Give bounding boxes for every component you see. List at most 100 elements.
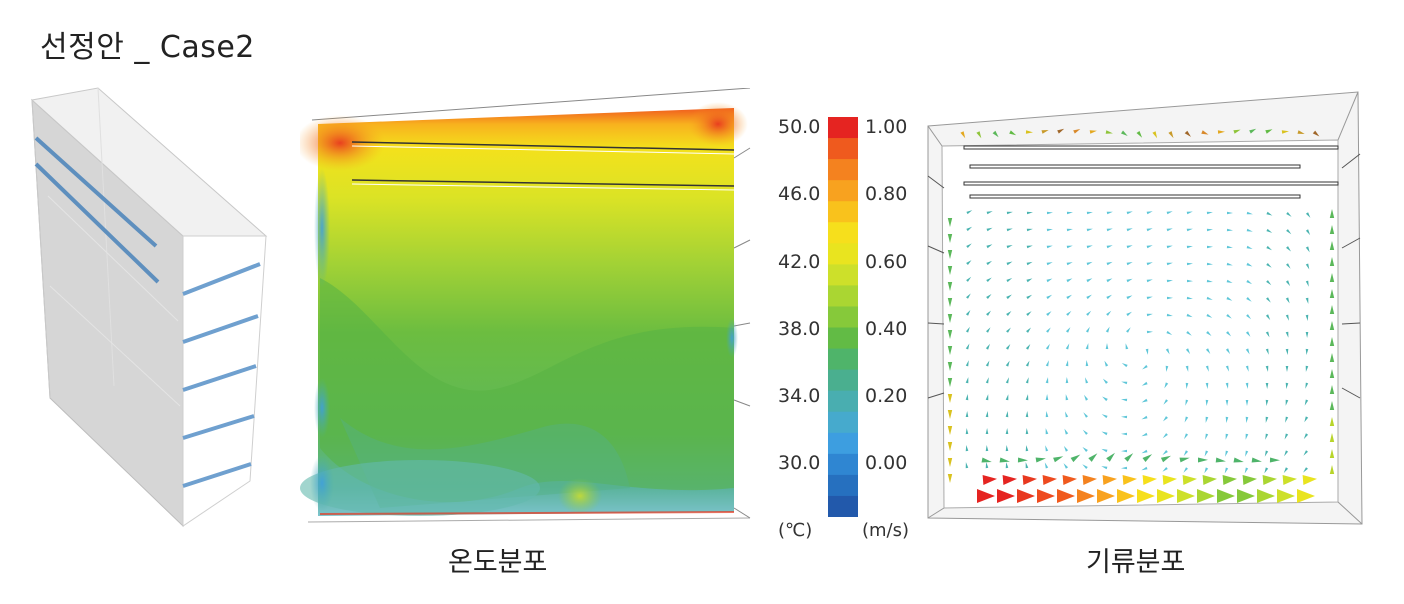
flow-vector (1026, 245, 1033, 249)
flow-vector (1297, 489, 1315, 503)
flow-vector (1215, 457, 1226, 463)
flow-vector (1245, 382, 1249, 389)
flow-vector (981, 457, 992, 463)
flow-vector (1106, 261, 1113, 266)
flow-vector (1207, 245, 1213, 249)
flow-vector (1304, 416, 1309, 423)
flow-vector (1197, 489, 1215, 503)
flow-vector (1265, 129, 1273, 134)
flow-vector (1102, 396, 1108, 402)
flow-vector (1006, 294, 1012, 300)
flow-vector (1225, 450, 1229, 457)
flow-vector (1146, 211, 1153, 215)
flow-vector (947, 314, 953, 323)
velocity-unit: (m/s) (862, 520, 910, 541)
flow-vector (1141, 415, 1148, 420)
flow-vector (947, 362, 953, 371)
flow-vector (965, 411, 969, 417)
flow-vector (1122, 475, 1137, 485)
legend-swatch (828, 327, 858, 350)
flow-vector (965, 428, 969, 435)
flow-vector (1162, 450, 1168, 455)
flow-vector (1283, 467, 1289, 473)
flow-vector (1146, 279, 1153, 283)
flow-vector (1121, 449, 1127, 453)
flow-vector (965, 445, 969, 452)
legend-swatch (828, 201, 858, 223)
flow-vector (1044, 462, 1049, 469)
flow-vector (985, 377, 989, 384)
flow-vector (1124, 453, 1134, 462)
flow-vector (1005, 411, 1009, 418)
flow-vector (1065, 327, 1071, 333)
flow-vector (1162, 467, 1168, 472)
legend-swatch (828, 180, 858, 202)
flow-vector (1045, 394, 1049, 400)
velocity-tick: 0.20 (865, 385, 908, 407)
flow-vector (1057, 489, 1075, 503)
legend-swatch (828, 495, 858, 517)
flow-vector (1066, 211, 1073, 215)
flow-vector (1167, 296, 1173, 300)
flow-vector (947, 282, 953, 291)
flow-vector (1006, 311, 1012, 316)
flow-vector (1101, 466, 1108, 470)
flow-vector (1205, 399, 1209, 406)
flow-vector (1329, 433, 1335, 442)
flow-vector (1225, 400, 1229, 406)
flow-vector (1186, 331, 1192, 336)
flow-vector (977, 489, 995, 503)
flow-vector (1206, 262, 1213, 266)
flow-vector (1205, 416, 1209, 423)
flow-vector (1226, 331, 1232, 337)
flow-vector (1329, 465, 1335, 474)
flow-vector (1206, 279, 1213, 283)
flow-vector (1046, 311, 1052, 316)
flow-vector (1065, 343, 1070, 350)
flow-vector (1262, 475, 1277, 485)
flow-vector (1057, 128, 1065, 134)
flow-vector (1242, 475, 1257, 485)
flow-vector (1265, 314, 1271, 321)
flow-vector (1182, 475, 1197, 485)
flow-vector (1064, 428, 1069, 435)
flow-vector (1225, 348, 1231, 355)
flow-vector (1269, 457, 1280, 463)
flow-vector (1026, 278, 1033, 283)
flow-vector (1226, 279, 1233, 283)
flow-vector (1045, 428, 1049, 435)
flow-vector (1121, 398, 1128, 402)
flow-vector (947, 234, 953, 243)
flow-vector (985, 411, 989, 418)
flow-vector (1286, 246, 1291, 252)
flow-vector (1329, 353, 1335, 362)
flow-vector (1025, 462, 1029, 469)
flow-vector (986, 227, 993, 232)
page-title: 선정안 _ Case2 (40, 30, 255, 65)
flow-vector (1329, 305, 1335, 314)
flow-vector (1206, 228, 1213, 232)
flow-vector (1136, 131, 1143, 138)
flow-vector (1065, 377, 1069, 384)
flow-vector (1166, 313, 1173, 317)
building-3d-model (28, 86, 273, 531)
flow-vector (1046, 245, 1053, 249)
flow-vector (1025, 377, 1029, 384)
flow-vector (1009, 130, 1017, 136)
flow-vector (1246, 211, 1253, 215)
flow-vector (1126, 311, 1132, 317)
flow-vector (1063, 445, 1069, 452)
flow-vector (1205, 433, 1209, 440)
flow-vector (1106, 245, 1113, 249)
flow-vector (1146, 296, 1153, 300)
flow-vector (1146, 313, 1153, 317)
flow-vector (1186, 296, 1193, 300)
flow-vector (1329, 241, 1335, 250)
flow-vector (1121, 363, 1128, 368)
flow-vector (1205, 382, 1209, 389)
flow-vector (1204, 467, 1209, 474)
flow-vector (982, 475, 997, 485)
temperature-caption: 온도분포 (448, 547, 548, 578)
flow-vector (1217, 489, 1235, 503)
flow-vector (1305, 297, 1309, 304)
